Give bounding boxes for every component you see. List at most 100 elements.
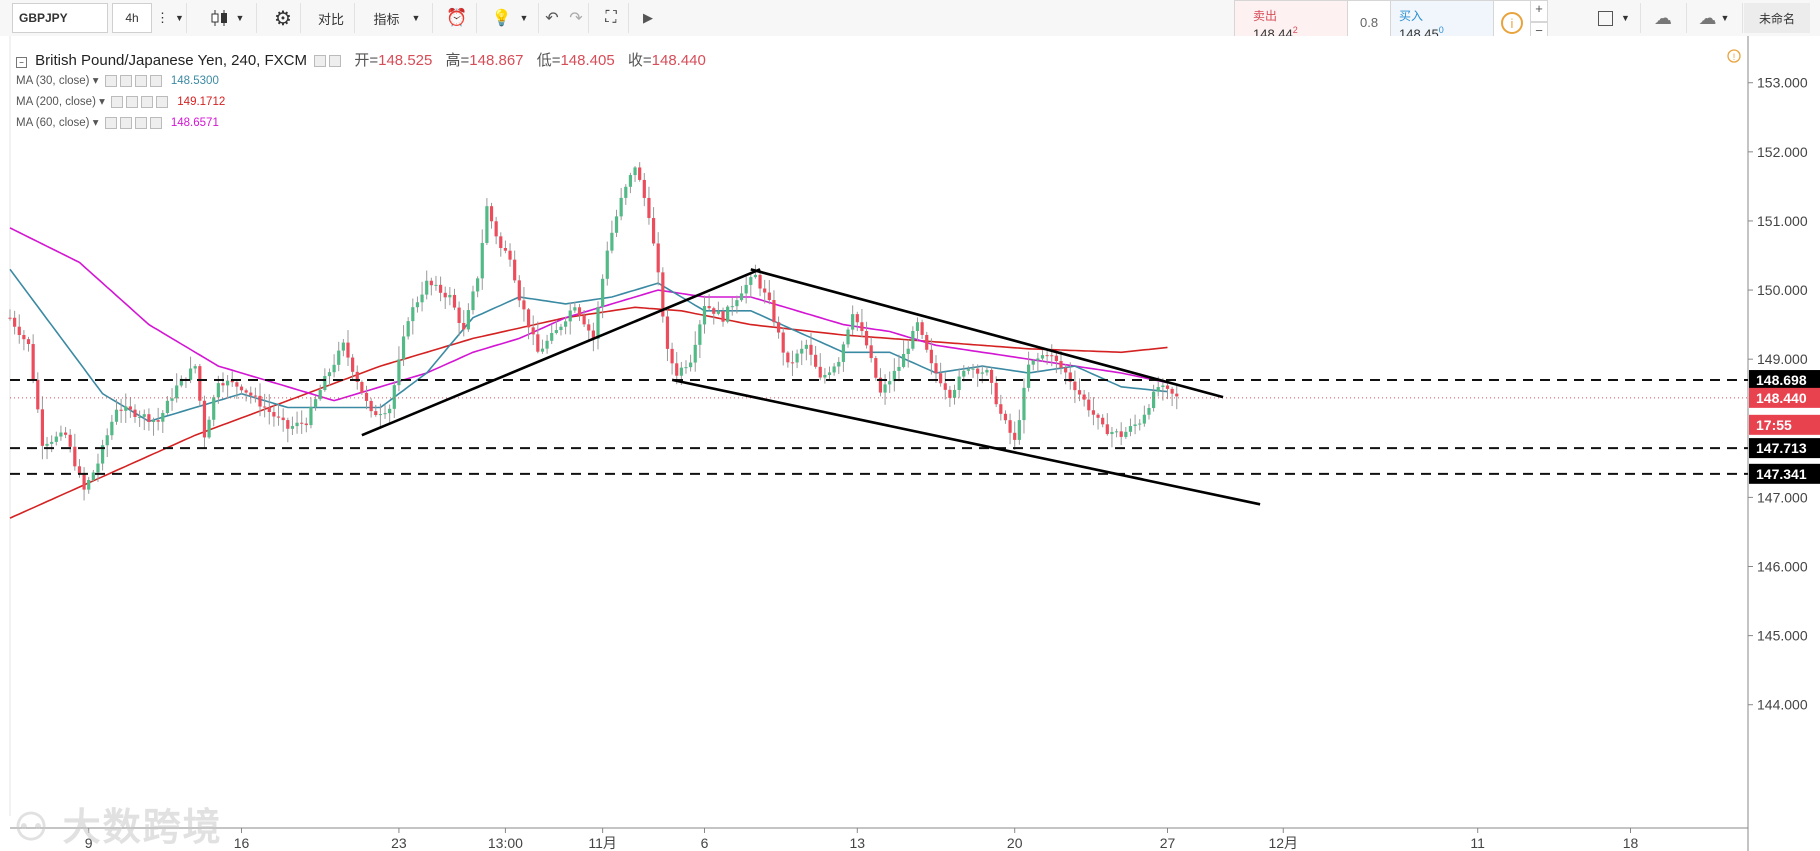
high-value: 148.867: [469, 52, 524, 69]
candle-body: [587, 324, 591, 331]
alert-marker[interactable]: !: [1727, 49, 1741, 63]
candle-body: [1124, 431, 1128, 437]
time-tick-label: 16: [234, 835, 250, 851]
candle-body: [114, 409, 119, 422]
info-icon: i: [1501, 12, 1523, 34]
ma60-label: MA (60, close): [16, 117, 90, 129]
candle-body: [582, 315, 586, 325]
price-chart[interactable]: 153.000 152.000 151.000 150.000 149.000 147.0…: [0, 36, 1820, 851]
candle-body: [267, 407, 271, 413]
legend-collapse-icon[interactable]: −: [16, 57, 27, 68]
eye-icon[interactable]: [314, 55, 327, 68]
candle-body: [786, 352, 790, 363]
candle-body: [235, 382, 239, 387]
close-icon[interactable]: [149, 74, 162, 87]
candle-body: [281, 417, 285, 421]
candle-body: [878, 377, 883, 393]
candle-body: [26, 339, 31, 345]
settings-icon[interactable]: [126, 95, 139, 108]
candle-body: [1152, 391, 1156, 409]
candle-body: [161, 412, 165, 422]
candle-body: [855, 314, 859, 323]
add-icon[interactable]: [134, 74, 147, 87]
price-label-text: 148.440: [1756, 390, 1807, 406]
candle-body: [1096, 414, 1100, 418]
candle-body: [476, 278, 480, 292]
candle-body: [795, 353, 799, 363]
candle-body: [1091, 410, 1096, 415]
candle-body: [661, 272, 665, 317]
candle-body: [605, 250, 609, 279]
candle-body: [550, 332, 554, 341]
candle-body: [1077, 390, 1082, 395]
close-icon[interactable]: [149, 116, 162, 129]
play-button[interactable]: ▶: [634, 3, 662, 33]
layout-button[interactable]: ▼: [1588, 3, 1641, 33]
candle-body: [438, 284, 443, 293]
candle-body: [489, 206, 494, 222]
settings-icon[interactable]: [119, 74, 132, 87]
square-icon: [1598, 10, 1614, 26]
candle-body: [300, 422, 304, 424]
chevron-down-icon: ▼: [519, 13, 529, 23]
close-icon[interactable]: [156, 95, 169, 108]
add-icon[interactable]: [134, 116, 147, 129]
compare-button[interactable]: 对比: [308, 3, 355, 33]
price-label-text: 148.698: [1756, 372, 1807, 388]
candle-body: [698, 324, 702, 345]
candle-body: [263, 406, 267, 408]
candle-body: [1031, 360, 1035, 365]
layout-name[interactable]: 未命名: [1744, 3, 1810, 33]
redo-button[interactable]: ↷: [564, 3, 589, 33]
candle-body: [837, 361, 841, 367]
add-icon[interactable]: [141, 95, 154, 108]
candle-body: [564, 321, 568, 327]
candle-body: [651, 218, 656, 244]
candle-body: [91, 472, 95, 480]
settings-icon[interactable]: [119, 116, 132, 129]
candle-body: [883, 384, 887, 393]
undo-button[interactable]: ↶: [540, 3, 564, 33]
ma200-label: MA (200, close): [16, 96, 96, 108]
load-cloud-button[interactable]: ☁: [1640, 3, 1687, 33]
ma60-legend[interactable]: MA (60, close) ▾ 148.6571: [16, 116, 219, 129]
ma200-legend[interactable]: MA (200, close) ▾ 149.1712: [16, 95, 226, 108]
candle-body: [369, 400, 373, 412]
candle-body: [513, 259, 517, 281]
symbol-input[interactable]: GBPJPY: [12, 3, 108, 33]
candle-style-button[interactable]: ▼: [196, 3, 257, 33]
eye-icon[interactable]: [104, 116, 117, 129]
price-tick-label: 151.000: [1757, 213, 1808, 229]
time-axis-ticks: 9 16 23 13:00 11月 6 13 20 27 12月 11 18: [85, 828, 1638, 851]
settings-button[interactable]: ⚙: [266, 3, 301, 33]
candle-body: [165, 400, 170, 413]
alert-button[interactable]: ⏰: [438, 3, 477, 33]
quote-plus-button[interactable]: +: [1530, 0, 1548, 22]
save-cloud-button[interactable]: ☁ ▼: [1686, 3, 1743, 33]
candle-body: [989, 369, 994, 383]
candle-body: [712, 308, 716, 314]
candle-body: [920, 322, 924, 335]
candle-body: [781, 332, 785, 353]
chart-type-menu[interactable]: ⋮ ▼: [154, 3, 187, 33]
candle-body: [999, 404, 1003, 414]
ma30-legend[interactable]: MA (30, close) ▾ 148.5300: [16, 74, 219, 87]
candle-body: [415, 302, 420, 308]
candle-body: [420, 294, 424, 303]
candle-body: [22, 335, 26, 340]
plus-icon: +: [1535, 1, 1543, 16]
eye-icon[interactable]: [104, 74, 117, 87]
candle-body: [272, 412, 276, 417]
fullscreen-button[interactable]: ⛶: [594, 3, 629, 33]
indicators-button[interactable]: 指标 ▼: [362, 3, 433, 33]
settings-icon[interactable]: [329, 55, 342, 68]
eye-icon[interactable]: [111, 95, 124, 108]
candle-body: [517, 280, 521, 301]
candle-body: [832, 366, 836, 373]
candle-body: [994, 382, 998, 405]
candle-body: [966, 369, 971, 371]
replay-button[interactable]: 💡 ▼: [482, 3, 539, 33]
open-value: 148.525: [378, 52, 433, 69]
interval-button[interactable]: 4h: [112, 3, 152, 33]
warning-icon: [1727, 49, 1741, 63]
